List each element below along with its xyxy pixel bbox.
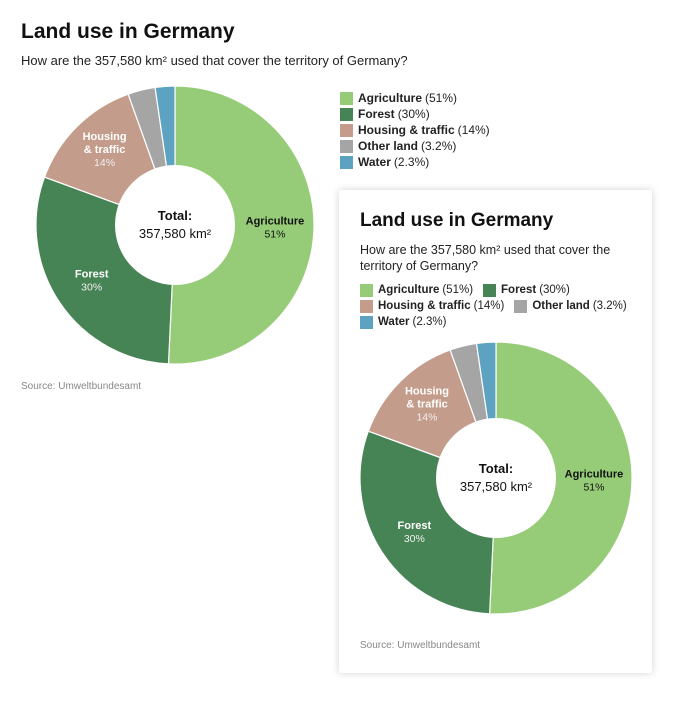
legend-label: Water bbox=[358, 155, 391, 169]
legend-label: Forest bbox=[358, 107, 395, 121]
legend-label: Housing & traffic bbox=[358, 123, 455, 137]
slice-agriculture bbox=[488, 341, 633, 615]
legend-item-other-land: Other land (3.2%) bbox=[340, 138, 490, 154]
donut-hole bbox=[115, 165, 235, 285]
slice-label-agriculture: Agriculture bbox=[565, 468, 624, 480]
legend-value: (14%) bbox=[473, 300, 505, 312]
chart-source: Source: Umweltbundesamt bbox=[21, 381, 142, 392]
legend-value: (51%) bbox=[442, 284, 474, 296]
chart-card: Land use in Germany How are the 357,580 … bbox=[339, 190, 652, 673]
legend-item-forest: Forest (30%) bbox=[483, 282, 570, 298]
legend-item-agriculture: Agriculture (51%) bbox=[360, 282, 473, 298]
legend-label: Agriculture bbox=[358, 91, 423, 105]
donut-hole bbox=[436, 418, 556, 538]
legend-value: (3.2%) bbox=[421, 139, 457, 153]
legend-swatch bbox=[340, 107, 353, 121]
slice-label-agriculture: Agriculture bbox=[246, 215, 305, 227]
chart-title: Land use in Germany bbox=[21, 20, 235, 43]
legend-label: Housing & traffic bbox=[378, 300, 471, 312]
legend-item-housing-traffic: Housing & traffic (14%) bbox=[340, 122, 490, 138]
legend-swatch bbox=[514, 299, 528, 313]
legend-label: Other land bbox=[358, 139, 419, 153]
slice-label-housing-traffic-l1: Housing bbox=[405, 385, 449, 397]
legend-value: (3.2%) bbox=[592, 300, 627, 312]
legend-swatch bbox=[340, 139, 353, 153]
legend-swatch bbox=[340, 123, 353, 137]
legend-value: (2.3%) bbox=[412, 316, 447, 328]
slice-value-forest: 30% bbox=[404, 533, 425, 545]
slice-label-housing-traffic-l2: & traffic bbox=[84, 144, 126, 156]
legend-value: (14%) bbox=[457, 123, 490, 137]
legend-item-housing-traffic: Housing & traffic (14%) bbox=[360, 298, 504, 314]
slice-label-housing-traffic-l1: Housing bbox=[83, 131, 127, 143]
center-total-label: Total: bbox=[479, 461, 513, 476]
legend-value: (2.3%) bbox=[393, 155, 430, 169]
legend-item-agriculture: Agriculture (51%) bbox=[340, 90, 490, 106]
legend-item-other-land: Other land (3.2%) bbox=[514, 298, 627, 314]
center-total-label: Total: bbox=[158, 208, 192, 223]
slice-label-housing-traffic-l2: & traffic bbox=[406, 398, 448, 410]
center-total-value: 357,580 km² bbox=[460, 479, 533, 494]
legend-item-forest: Forest (30%) bbox=[340, 106, 490, 122]
chart-legend: Agriculture (51%) Forest (30%) Housing & tra… bbox=[340, 90, 490, 170]
legend-value: (51%) bbox=[425, 91, 458, 105]
slice-value-agriculture: 51% bbox=[264, 228, 285, 240]
legend-item-water: Water (2.3%) bbox=[360, 314, 446, 330]
slice-value-housing-traffic: 14% bbox=[416, 411, 437, 423]
legend-value: (30%) bbox=[397, 107, 430, 121]
slice-label-forest: Forest bbox=[398, 520, 432, 532]
legend-swatch bbox=[360, 299, 373, 313]
legend-swatch bbox=[340, 155, 353, 169]
legend-swatch bbox=[483, 283, 497, 297]
legend-item-water: Water (2.3%) bbox=[340, 154, 490, 170]
chart-wide: Land use in Germany How are the 357,580 … bbox=[21, 20, 490, 392]
legend-swatch bbox=[360, 283, 373, 297]
chart-legend: Agriculture (51%) Forest (30%) Housing & tra… bbox=[360, 282, 640, 330]
slice-value-housing-traffic: 14% bbox=[94, 157, 115, 169]
center-total-value: 357,580 km² bbox=[139, 226, 212, 241]
chart-subtitle: How are the 357,580 km² used that cover … bbox=[21, 53, 408, 68]
chart-title: Land use in Germany bbox=[360, 210, 554, 231]
legend-swatch bbox=[360, 315, 373, 329]
legend-label: Forest bbox=[501, 284, 537, 296]
chart-subtitle: How are the 357,580 km² used that cover … bbox=[360, 243, 611, 273]
legend-swatch bbox=[340, 91, 353, 105]
legend-label: Agriculture bbox=[378, 284, 440, 296]
slice-value-agriculture: 51% bbox=[583, 481, 604, 493]
legend-value: (30%) bbox=[539, 284, 570, 296]
legend-label: Water bbox=[378, 316, 410, 328]
chart-source: Source: Umweltbundesamt bbox=[360, 640, 481, 651]
slice-value-forest: 30% bbox=[81, 281, 102, 293]
legend-label: Other land bbox=[532, 300, 590, 312]
slice-label-forest: Forest bbox=[75, 268, 109, 280]
slice-agriculture bbox=[167, 85, 315, 365]
